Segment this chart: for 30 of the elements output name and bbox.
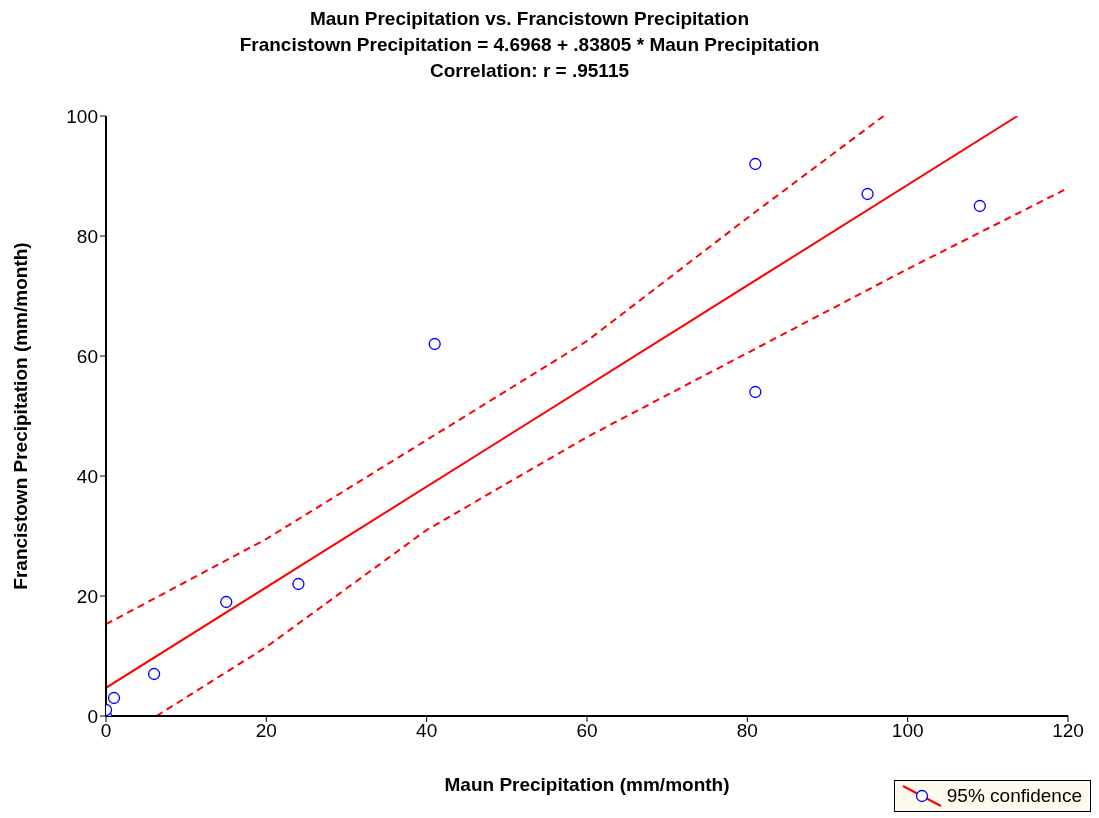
- x-tick-label: 0: [100, 720, 112, 742]
- point: [973, 199, 986, 213]
- point: [428, 337, 441, 351]
- x-tick-label: 120: [1052, 720, 1084, 742]
- chart-subtitle: Francistown Precipitation = 4.6968 + .83805 * Maun Precipitation: [238, 33, 821, 57]
- text: Correlation: r = .95115: [428, 59, 631, 83]
- legend-label: 95% confidence: [946, 785, 1082, 807]
- line-series: [155, 187, 1068, 716]
- x-tick-label: 80: [736, 720, 758, 742]
- point: [107, 691, 121, 705]
- chart-title: Maun Precipitation vs. Francistown Precipitation: [308, 7, 751, 31]
- y-tick-label: 0: [87, 705, 98, 727]
- point: [292, 577, 305, 591]
- x-tick-label: 60: [576, 720, 598, 742]
- x-tick-label: 100: [891, 720, 924, 742]
- point: [147, 667, 161, 681]
- y-tick-label: 60: [76, 345, 98, 367]
- y-tick-label: 20: [76, 585, 98, 607]
- line-series: [106, 116, 885, 626]
- y-axis-title: Francistown Precipitation (mm/month): [9, 242, 31, 590]
- y-tick-label: 100: [66, 105, 98, 127]
- point: [861, 187, 874, 201]
- y-tick-label: 40: [76, 465, 98, 487]
- x-tick-label: 40: [416, 720, 438, 742]
- point: [749, 157, 762, 171]
- y-tick-label: 80: [76, 225, 98, 247]
- point: [749, 385, 762, 399]
- x-tick-label: 20: [255, 720, 277, 742]
- point: [220, 595, 233, 609]
- x-axis-title: Maun Precipitation (mm/month): [444, 774, 730, 796]
